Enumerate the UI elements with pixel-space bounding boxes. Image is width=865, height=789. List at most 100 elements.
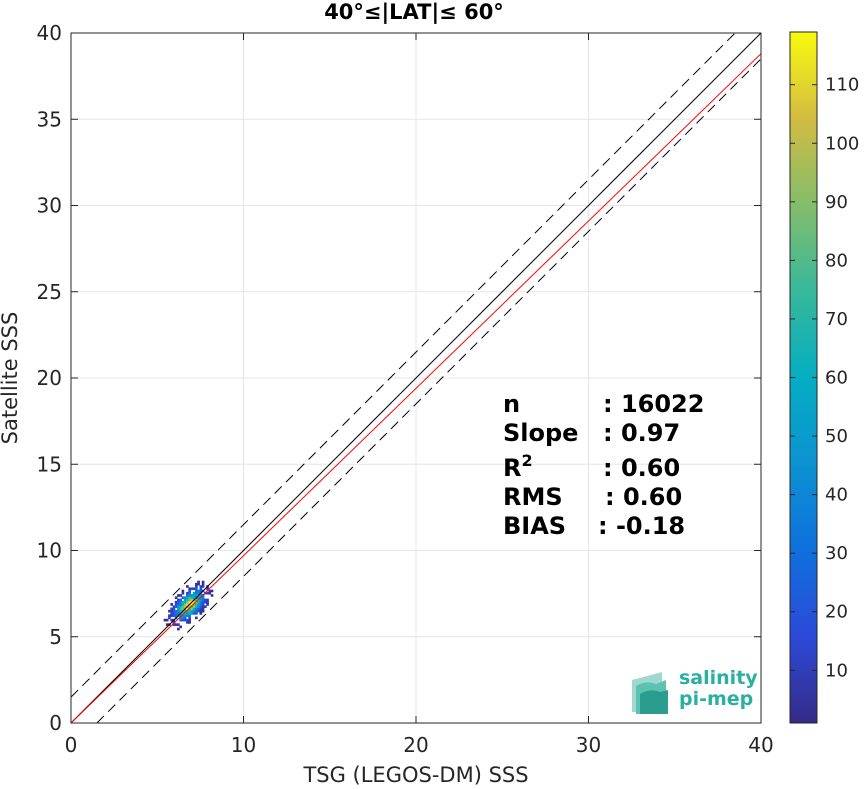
colorbar-tick-label: 70 xyxy=(825,309,848,330)
colorbar-ticks: 10 20 30 40 50 60 70 80 90 100 110 xyxy=(790,75,859,681)
density-cell xyxy=(186,591,189,595)
density-cell xyxy=(183,600,187,604)
stat-slope-value: : 0.97 xyxy=(603,419,680,447)
density-cell xyxy=(199,612,203,615)
density-cell xyxy=(183,603,187,606)
density-cell xyxy=(172,609,176,613)
colorbar-tick-label: 50 xyxy=(825,426,848,447)
density-cell xyxy=(186,600,189,604)
density-cell xyxy=(181,605,185,608)
density-cell xyxy=(188,591,191,595)
density-cell xyxy=(186,618,189,622)
density-cell xyxy=(199,603,203,606)
density-cell xyxy=(183,605,187,608)
density-cell xyxy=(172,621,176,624)
density-cell xyxy=(188,607,191,611)
density-cell xyxy=(170,614,174,617)
x-axis-label: TSG (LEGOS-DM) SSS xyxy=(302,763,528,787)
density-cell xyxy=(201,600,205,604)
density-cell xyxy=(181,607,185,611)
density-cell xyxy=(170,618,174,622)
density-cell xyxy=(190,605,194,608)
one-to-one-lower-line xyxy=(96,58,762,724)
density-cell xyxy=(174,600,178,604)
density-cell xyxy=(179,605,182,608)
stat-r2-label: R2 xyxy=(503,451,533,482)
density-cell xyxy=(172,614,176,617)
density-cell xyxy=(203,598,207,602)
density-cell xyxy=(186,612,189,615)
density-cell xyxy=(197,603,200,606)
logo-line2: pi-mep xyxy=(679,688,753,710)
y-tick-label: 15 xyxy=(37,452,62,476)
density-cell xyxy=(183,618,187,622)
colorbar-tick-label: 40 xyxy=(825,485,848,506)
density-cell xyxy=(195,616,198,620)
density-cell xyxy=(170,607,174,611)
density-cell xyxy=(192,605,196,608)
density-cell xyxy=(201,603,205,606)
density-cell xyxy=(190,609,194,613)
density-cell xyxy=(177,607,180,611)
density-cell xyxy=(195,589,198,593)
density-cell xyxy=(186,607,189,611)
density-cell xyxy=(188,598,191,602)
density-cell xyxy=(199,585,203,588)
x-tick-label: 30 xyxy=(576,733,601,757)
density-cell xyxy=(177,612,180,615)
colorbar-tick-label: 110 xyxy=(825,75,859,96)
density-cell xyxy=(203,605,207,608)
density-cell xyxy=(177,600,180,604)
density-cell xyxy=(186,594,189,597)
density-cell xyxy=(188,596,191,600)
logo-wave-icon xyxy=(632,672,668,714)
density-cell xyxy=(181,591,185,595)
density-cell xyxy=(197,598,200,602)
density-cell xyxy=(190,612,194,615)
density-cell xyxy=(186,609,189,613)
density-cell xyxy=(186,603,189,606)
density-cell xyxy=(188,589,191,593)
density-cell xyxy=(201,609,205,613)
density-cell xyxy=(190,596,194,600)
density-cell xyxy=(192,607,196,611)
density-cell xyxy=(192,587,196,591)
density-cell xyxy=(181,618,185,622)
density-cell xyxy=(183,609,187,613)
density-cell xyxy=(190,603,194,606)
x-axis-ticks: 0 10 20 30 40 xyxy=(65,33,774,757)
density-cell xyxy=(174,612,178,615)
density-cell xyxy=(181,589,185,593)
density-cell xyxy=(174,623,178,626)
density-cell xyxy=(179,594,182,597)
density-cell xyxy=(179,609,182,613)
density-cell xyxy=(197,589,200,593)
density-cell xyxy=(197,582,200,586)
stat-bias-value: : -0.18 xyxy=(598,512,685,540)
density-cell xyxy=(206,600,209,604)
density-cell xyxy=(181,616,185,620)
density-cell xyxy=(188,609,191,613)
density-cell xyxy=(181,596,185,600)
stats-block: n : 16022 Slope : 0.97 R2 : 0.60 RMS : 0… xyxy=(503,390,704,540)
colorbar-tick-label: 100 xyxy=(825,133,859,154)
density-cell xyxy=(177,605,180,608)
density-cell xyxy=(165,618,169,622)
stat-slope-label: Slope xyxy=(503,419,578,447)
density-cell xyxy=(210,589,214,593)
density-cell xyxy=(188,605,191,608)
fit-line xyxy=(70,53,762,724)
density-cell xyxy=(179,618,182,622)
density-cell xyxy=(179,625,182,629)
density-cell xyxy=(174,596,178,600)
density-cell xyxy=(172,623,176,626)
density-cell xyxy=(183,598,187,602)
density-cell xyxy=(186,596,189,600)
density-cell xyxy=(197,580,200,584)
density-cell xyxy=(192,596,196,600)
x-tick-label: 10 xyxy=(231,733,256,757)
density-cell xyxy=(183,614,187,617)
density-cell xyxy=(206,603,209,606)
colorbar-tick-label: 80 xyxy=(825,250,848,271)
